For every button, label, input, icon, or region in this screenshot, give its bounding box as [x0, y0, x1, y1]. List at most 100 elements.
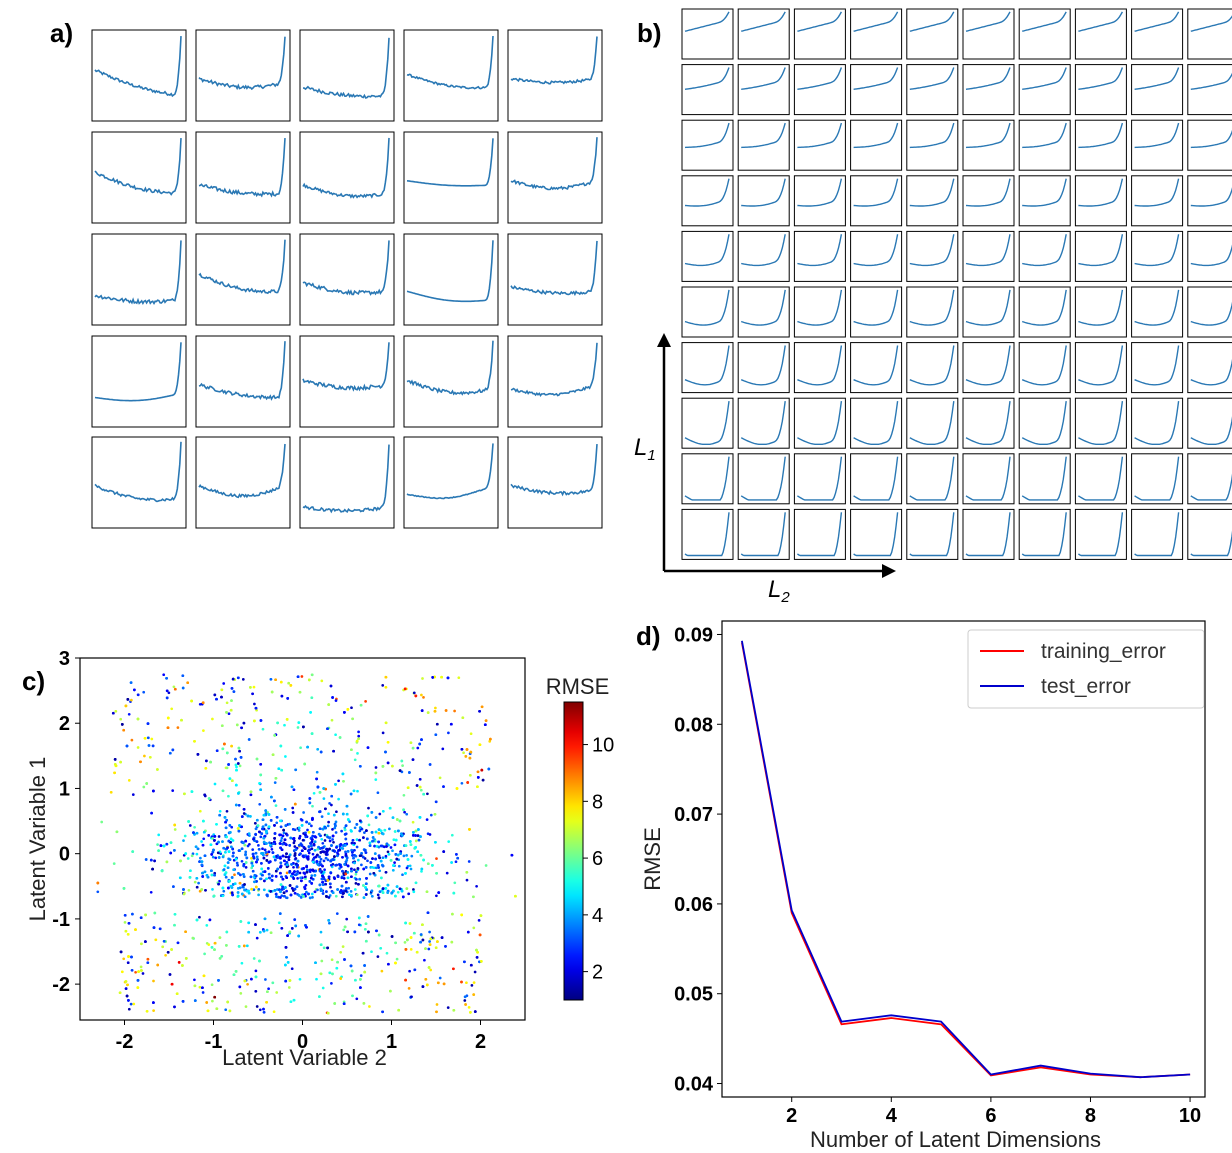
scatter-point: [358, 854, 362, 858]
scatter-point: [211, 888, 214, 891]
scatter-point: [311, 830, 315, 834]
scatter-point: [270, 847, 274, 851]
scatter-point: [326, 858, 330, 862]
scatter-point: [434, 800, 438, 804]
scatter-point: [451, 912, 454, 916]
scatter-point: [365, 888, 369, 891]
scatter-point: [230, 891, 234, 895]
panel-b-subplot: [681, 508, 734, 560]
panel-b-curve: [1022, 122, 1067, 149]
panel-a-subplot: [91, 29, 187, 122]
scatter-point: [419, 933, 423, 936]
panel-a-subplot: [91, 436, 187, 529]
scatter-point: [310, 882, 314, 885]
scatter-point: [305, 865, 308, 869]
scatter-point: [278, 856, 282, 860]
scatter-point: [273, 840, 276, 844]
panel-b-curve: [853, 456, 899, 501]
panel-b-curve: [909, 178, 955, 207]
scatter-point: [231, 893, 234, 897]
scatter-point: [395, 818, 399, 821]
scatter-point: [187, 888, 191, 892]
scatter-point: [339, 889, 343, 892]
scatter-point: [316, 863, 320, 866]
scatter-point: [423, 958, 426, 962]
scatter-point: [243, 883, 246, 886]
x-tick-label: 0: [297, 1031, 308, 1053]
scatter-point: [365, 829, 368, 832]
scatter-point: [235, 861, 239, 865]
scatter-point: [394, 941, 397, 945]
scatter-point: [417, 828, 420, 831]
scatter-point: [353, 888, 357, 891]
scatter-point: [350, 869, 353, 873]
scatter-point: [367, 823, 371, 827]
scatter-point: [425, 818, 429, 821]
scatter-point: [415, 784, 419, 787]
scatter-point: [394, 894, 397, 898]
scatter-point: [247, 738, 251, 741]
scatter-point: [274, 892, 278, 896]
scatter-point: [148, 755, 152, 759]
scatter-point: [379, 829, 383, 833]
scatter-point: [421, 938, 425, 942]
scatter-point: [368, 841, 372, 845]
y-tick-label: 0.05: [674, 984, 713, 1006]
scatter-point: [440, 936, 444, 939]
panel-b-curve: [741, 122, 786, 149]
scatter-point: [324, 856, 328, 860]
scatter-point: [256, 858, 259, 861]
scatter-point: [244, 861, 248, 864]
scatter-point: [243, 888, 246, 892]
scatter-point: [320, 815, 324, 818]
scatter-point: [395, 885, 399, 888]
scatter-point: [177, 961, 181, 964]
panel-b-curve: [797, 289, 843, 326]
panel-a-subplot: [403, 29, 499, 122]
scatter-point: [211, 999, 214, 1003]
scatter-point: [215, 842, 219, 846]
scatter-point: [235, 723, 239, 727]
scatter-point: [188, 876, 192, 879]
scatter-point: [308, 870, 312, 873]
scatter-point: [420, 870, 423, 873]
panel-b-curve: [1021, 456, 1067, 501]
scatter-point: [481, 778, 485, 782]
scatter-point: [240, 892, 244, 896]
scatter-point: [334, 863, 338, 867]
scatter-point: [200, 863, 204, 867]
scatter-point: [333, 855, 336, 858]
scatter-point: [284, 963, 287, 967]
scatter-point: [336, 960, 339, 964]
scatter-point: [308, 880, 312, 883]
scatter-point: [296, 726, 300, 729]
scatter-point: [335, 846, 338, 849]
scatter-point: [468, 828, 471, 831]
scatter-point: [346, 818, 350, 821]
scatter-point: [134, 928, 137, 931]
scatter-point: [274, 855, 278, 858]
scatter-point: [293, 845, 297, 848]
scatter-point: [394, 961, 397, 965]
scatter-point: [420, 693, 423, 697]
panel-b-subplot: [1074, 8, 1127, 60]
scatter-point: [453, 881, 457, 885]
series-line-test_error: [741, 640, 1191, 1079]
scatter-point: [276, 721, 279, 725]
scatter-point: [367, 930, 370, 934]
panel-b-curve: [797, 122, 843, 149]
scatter-point: [162, 939, 166, 943]
scatter-point: [277, 895, 281, 899]
scatter-point: [258, 930, 262, 934]
scatter-point: [210, 873, 214, 877]
panel-b-curve: [1078, 345, 1124, 386]
panel-b-subplot: [906, 119, 959, 171]
scatter-point: [363, 964, 366, 967]
scatter-point: [263, 917, 267, 921]
scatter-point: [455, 853, 458, 856]
panel-b-subplot: [1187, 397, 1232, 449]
panel-a-curve: [94, 36, 182, 98]
scatter-point: [373, 844, 376, 848]
y-tick-label: 0: [59, 844, 70, 866]
scatter-point: [124, 987, 128, 990]
